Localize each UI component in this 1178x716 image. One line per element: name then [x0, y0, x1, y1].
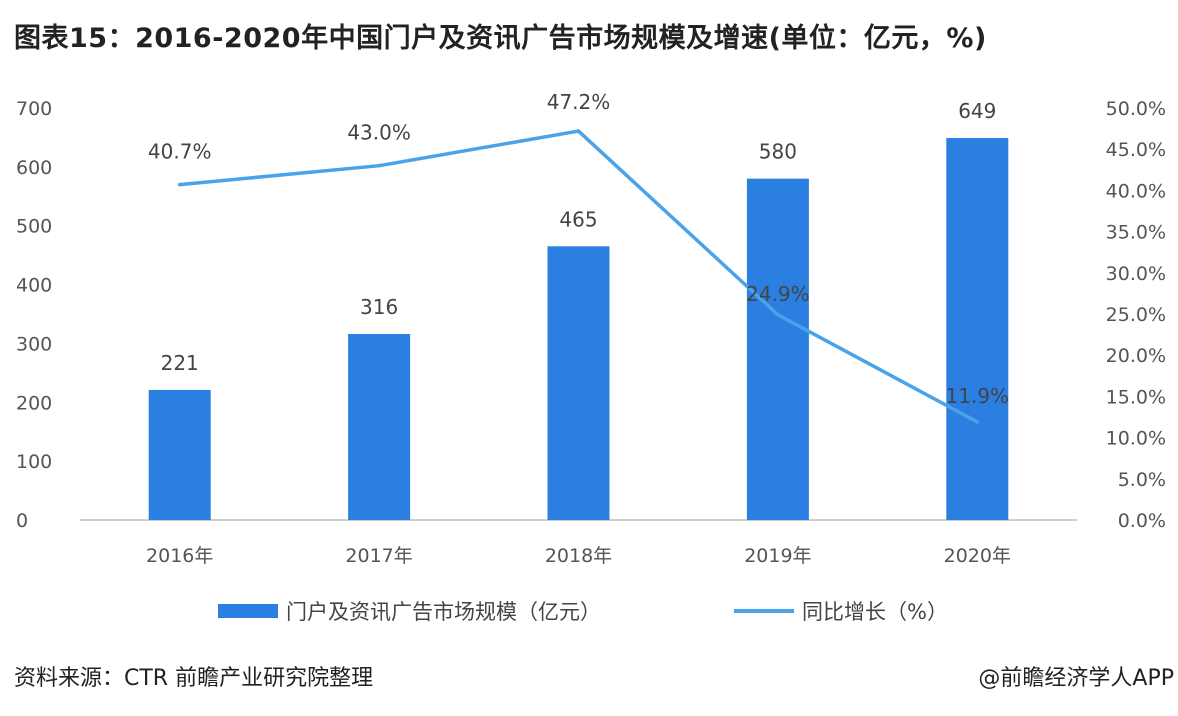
credit-note: @前瞻经济学人APP	[978, 666, 1174, 691]
x-axis-labels: 2016年 2017年 2018年 2019年 2020年	[146, 545, 1011, 567]
right-axis-tick-label: 45.0%	[1106, 139, 1166, 161]
left-axis-tick-label: 400	[16, 275, 52, 297]
line-point	[776, 313, 780, 317]
line-value-labels: 40.7% 43.0% 47.2% 24.9% 11.9%	[148, 90, 1009, 408]
right-axis-tick-label: 10.0%	[1106, 428, 1166, 450]
legend: 门户及资讯广告市场规模（亿元） 同比增长（%）	[218, 600, 948, 624]
left-axis-ticks: 0 100 200 300 400 500 600 700	[16, 98, 52, 532]
x-axis-label: 2016年	[146, 545, 213, 567]
right-axis-tick-label: 15.0%	[1106, 386, 1166, 408]
bar-value-label: 649	[958, 99, 996, 123]
left-axis-tick-label: 100	[16, 451, 52, 473]
bar-value-label: 221	[161, 351, 199, 375]
chart-title: 图表15：2016-2020年中国门户及资讯广告市场规模及增速(单位：亿元，%)	[14, 23, 987, 54]
bar	[746, 178, 809, 520]
bar	[547, 246, 610, 521]
right-axis-tick-label: 50.0%	[1106, 98, 1166, 120]
line-value-label: 11.9%	[946, 384, 1010, 408]
bar	[348, 334, 411, 520]
line-point	[177, 182, 182, 187]
bar-value-label: 316	[360, 295, 398, 319]
bar-value-label: 580	[759, 140, 797, 164]
legend-bar-label: 门户及资讯广告市场规模（亿元）	[286, 600, 601, 624]
line-value-label: 43.0%	[347, 121, 411, 145]
line-value-label: 24.9%	[746, 282, 810, 306]
legend-line-label: 同比增长（%）	[802, 600, 948, 624]
bar-series	[148, 138, 1009, 521]
x-axis-label: 2020年	[944, 545, 1011, 567]
right-axis-tick-label: 25.0%	[1106, 304, 1166, 326]
x-axis-label: 2018年	[545, 545, 612, 567]
left-axis-tick-label: 300	[16, 333, 52, 355]
line-value-label: 40.7%	[148, 140, 212, 164]
line-point	[576, 129, 581, 133]
x-axis-label: 2019年	[744, 545, 811, 567]
bar	[946, 138, 1009, 520]
x-axis-label: 2017年	[345, 545, 412, 567]
line-point	[975, 420, 980, 424]
right-axis-tick-label: 30.0%	[1106, 263, 1166, 285]
right-axis-tick-label: 20.0%	[1106, 345, 1166, 367]
right-axis-ticks: 0.0% 5.0% 10.0% 15.0% 20.0% 25.0% 30.0% 35.0% 40…	[1106, 98, 1166, 532]
left-axis-tick-label: 600	[16, 157, 52, 179]
source-note: 资料来源：CTR 前瞻产业研究院整理	[14, 666, 374, 691]
left-axis-tick-label: 0	[16, 510, 28, 532]
right-axis-tick-label: 35.0%	[1106, 222, 1166, 244]
line-point	[377, 163, 381, 168]
right-axis-tick-label: 0.0%	[1118, 510, 1166, 532]
line-value-label: 47.2%	[547, 90, 611, 114]
left-axis-tick-label: 500	[16, 216, 52, 238]
bar	[148, 389, 211, 520]
right-axis-tick-label: 5.0%	[1118, 469, 1166, 491]
left-axis-tick-label: 200	[16, 392, 52, 414]
left-axis-tick-label: 700	[16, 98, 52, 120]
bar-value-labels: 221 316 465 580 649	[161, 99, 997, 375]
legend-bar-swatch	[218, 604, 278, 618]
bar-value-label: 465	[559, 207, 597, 231]
right-axis-tick-label: 40.0%	[1106, 180, 1166, 202]
line-series	[177, 129, 980, 424]
